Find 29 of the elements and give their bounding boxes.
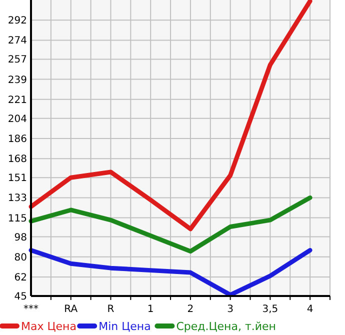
y-tick-label: 80 — [14, 252, 27, 264]
line-series — [28, 248, 312, 298]
x-tick-label: RA — [64, 304, 78, 315]
y-tick-label: 168 — [8, 154, 27, 166]
y-tick-label: 133 — [8, 193, 27, 204]
x-tick-label: 4 — [306, 304, 314, 315]
y-tick-label: 257 — [8, 54, 27, 66]
y-tick-label: 292 — [8, 16, 27, 27]
line-series — [28, 195, 312, 254]
y-tick-label: 204 — [8, 114, 27, 125]
legend-label: Сред.Цена, т.йен — [176, 320, 276, 333]
y-tick-label: 221 — [8, 94, 27, 106]
y-tick-label: 62 — [14, 272, 27, 284]
legend-label: Min Цена — [98, 320, 151, 333]
y-tick-label: 115 — [8, 213, 27, 224]
x-tick-label: R — [107, 304, 114, 315]
x-tick-label: *** — [24, 304, 38, 315]
y-tick-label: 186 — [8, 134, 27, 146]
x-tick-label: 2 — [187, 304, 194, 315]
y-tick-label: 239 — [8, 74, 27, 86]
y-tick-label: 274 — [8, 36, 27, 47]
y-tick-label: 98 — [14, 232, 27, 244]
x-tick-label: 3 — [227, 304, 234, 315]
y-tick-label: 151 — [8, 173, 27, 184]
y-tick-label: 45 — [14, 292, 27, 302]
x-tick-label: 1 — [147, 304, 154, 315]
x-tick-label: 3,5 — [262, 304, 278, 315]
line-series — [28, 0, 312, 232]
legend-label: Max Цена — [21, 320, 76, 333]
